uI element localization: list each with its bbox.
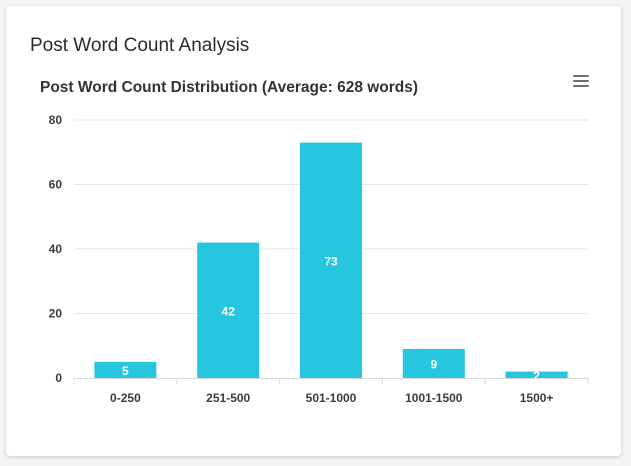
data-label: 2 xyxy=(533,369,540,383)
y-tick-label: 20 xyxy=(49,307,63,321)
bar-1001-1500[interactable] xyxy=(402,348,465,378)
y-tick-label: 60 xyxy=(49,178,63,192)
data-label: 73 xyxy=(324,254,338,268)
chart-title: Post Word Count Distribution (Average: 6… xyxy=(40,79,419,96)
data-label: 42 xyxy=(222,304,236,318)
bars xyxy=(94,142,568,378)
x-axis: 0-250 251-500 501-1000 1001-1500 1500+ xyxy=(73,378,589,405)
data-label: 9 xyxy=(430,357,437,371)
card-title: Post Word Count Analysis xyxy=(30,35,250,56)
x-tick-label: 251-500 xyxy=(206,391,250,405)
x-tick-label: 1500+ xyxy=(520,391,554,405)
bar-501-1000[interactable] xyxy=(300,142,362,378)
y-tick-label: 40 xyxy=(49,242,63,256)
bar-251-500[interactable] xyxy=(197,242,260,378)
x-tick-label: 0-250 xyxy=(110,391,141,405)
y-tick-label: 0 xyxy=(55,371,62,385)
y-axis: 0 20 40 60 80 xyxy=(49,113,63,385)
x-tick-label: 1001-1500 xyxy=(405,391,463,405)
data-labels: 5 42 73 9 2 xyxy=(122,254,540,382)
y-tick-label: 80 xyxy=(49,113,63,127)
hamburger-menu-icon[interactable] xyxy=(573,75,589,89)
data-label: 5 xyxy=(122,364,129,378)
bar-1500+[interactable] xyxy=(505,371,568,378)
x-tick-label: 501-1000 xyxy=(306,391,357,405)
bar-0-250[interactable] xyxy=(94,361,157,378)
